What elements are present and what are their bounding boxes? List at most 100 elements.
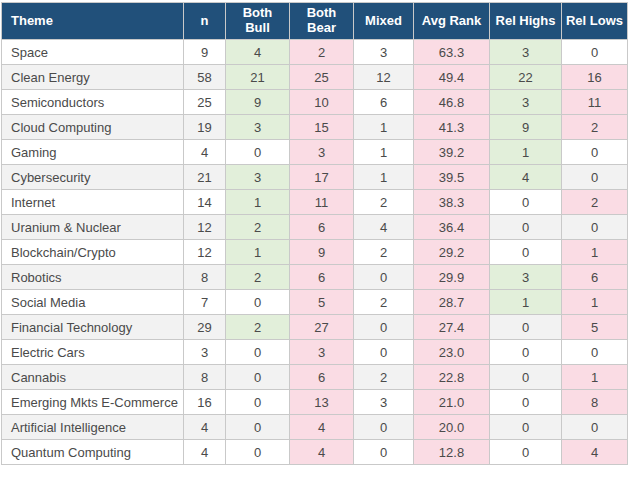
cell-mixed: 0 xyxy=(354,265,414,290)
cell-n: 9 xyxy=(184,40,226,65)
cell-n: 14 xyxy=(184,190,226,215)
cell-rel-highs: 3 xyxy=(490,40,562,65)
cell-theme: Financial Technology xyxy=(2,315,184,340)
table-row: Clean Energy5821251249.42216 xyxy=(2,65,628,90)
cell-n: 8 xyxy=(184,265,226,290)
table-row: Artificial Intelligence404020.000 xyxy=(2,415,628,440)
cell-avg-rank: 36.4 xyxy=(414,215,490,240)
column-header-rel-highs: Rel Highs xyxy=(490,3,562,40)
cell-theme: Cloud Computing xyxy=(2,115,184,140)
cell-mixed: 2 xyxy=(354,190,414,215)
cell-rel-highs: 1 xyxy=(490,290,562,315)
cell-avg-rank: 29.2 xyxy=(414,240,490,265)
cell-theme: Cannabis xyxy=(2,365,184,390)
cell-rel-lows: 8 xyxy=(562,390,628,415)
cell-both-bull: 2 xyxy=(226,215,290,240)
cell-avg-rank: 21.0 xyxy=(414,390,490,415)
cell-both-bear: 9 xyxy=(290,240,354,265)
table-row: Financial Technology29227027.405 xyxy=(2,315,628,340)
table-row: Cybersecurity21317139.540 xyxy=(2,165,628,190)
theme-stats-table-container: ThemenBoth BullBoth BearMixedAvg RankRel… xyxy=(0,0,628,488)
cell-mixed: 3 xyxy=(354,40,414,65)
cell-both-bear: 6 xyxy=(290,365,354,390)
cell-theme: Social Media xyxy=(2,290,184,315)
cell-theme: Internet xyxy=(2,190,184,215)
cell-avg-rank: 39.2 xyxy=(414,140,490,165)
cell-rel-lows: 16 xyxy=(562,65,628,90)
cell-theme: Blockchain/Crypto xyxy=(2,240,184,265)
cell-both-bear: 4 xyxy=(290,440,354,465)
table-row: Gaming403139.210 xyxy=(2,140,628,165)
cell-both-bear: 3 xyxy=(290,140,354,165)
table-row: Cannabis806222.801 xyxy=(2,365,628,390)
cell-both-bull: 1 xyxy=(226,190,290,215)
column-header-both-bear: Both Bear xyxy=(290,3,354,40)
cell-n: 4 xyxy=(184,415,226,440)
cell-rel-lows: 0 xyxy=(562,40,628,65)
cell-n: 7 xyxy=(184,290,226,315)
cell-n: 25 xyxy=(184,90,226,115)
cell-avg-rank: 41.3 xyxy=(414,115,490,140)
cell-theme: Cybersecurity xyxy=(2,165,184,190)
cell-rel-lows: 0 xyxy=(562,165,628,190)
cell-theme: Electric Cars xyxy=(2,340,184,365)
cell-theme: Gaming xyxy=(2,140,184,165)
cell-mixed: 1 xyxy=(354,115,414,140)
table-row: Uranium & Nuclear1226436.400 xyxy=(2,215,628,240)
cell-rel-lows: 6 xyxy=(562,265,628,290)
cell-both-bear: 13 xyxy=(290,390,354,415)
table-row: Emerging Mkts E-Commerce16013321.008 xyxy=(2,390,628,415)
cell-both-bull: 4 xyxy=(226,40,290,65)
cell-rel-lows: 0 xyxy=(562,215,628,240)
cell-both-bear: 2 xyxy=(290,40,354,65)
cell-mixed: 2 xyxy=(354,240,414,265)
cell-rel-lows: 1 xyxy=(562,365,628,390)
cell-rel-highs: 0 xyxy=(490,365,562,390)
cell-avg-rank: 63.3 xyxy=(414,40,490,65)
cell-both-bull: 3 xyxy=(226,165,290,190)
cell-rel-highs: 4 xyxy=(490,165,562,190)
cell-rel-highs: 1 xyxy=(490,140,562,165)
cell-theme: Uranium & Nuclear xyxy=(2,215,184,240)
cell-both-bull: 0 xyxy=(226,365,290,390)
table-row: Robotics826029.936 xyxy=(2,265,628,290)
cell-mixed: 1 xyxy=(354,140,414,165)
cell-rel-lows: 0 xyxy=(562,340,628,365)
cell-avg-rank: 28.7 xyxy=(414,290,490,315)
table-body: Space942363.330Clean Energy5821251249.42… xyxy=(2,40,628,465)
cell-mixed: 6 xyxy=(354,90,414,115)
column-header-theme: Theme xyxy=(2,3,184,40)
cell-rel-highs: 3 xyxy=(490,265,562,290)
cell-both-bull: 0 xyxy=(226,415,290,440)
cell-rel-highs: 0 xyxy=(490,215,562,240)
cell-avg-rank: 38.3 xyxy=(414,190,490,215)
cell-avg-rank: 46.8 xyxy=(414,90,490,115)
cell-both-bull: 2 xyxy=(226,315,290,340)
cell-n: 21 xyxy=(184,165,226,190)
table-row: Semiconductors25910646.8311 xyxy=(2,90,628,115)
cell-both-bear: 4 xyxy=(290,415,354,440)
cell-both-bear: 27 xyxy=(290,315,354,340)
table-row: Blockchain/Crypto1219229.201 xyxy=(2,240,628,265)
column-header-rel-lows: Rel Lows xyxy=(562,3,628,40)
cell-mixed: 12 xyxy=(354,65,414,90)
cell-rel-highs: 9 xyxy=(490,115,562,140)
cell-both-bear: 17 xyxy=(290,165,354,190)
cell-avg-rank: 27.4 xyxy=(414,315,490,340)
cell-rel-lows: 4 xyxy=(562,440,628,465)
cell-rel-lows: 2 xyxy=(562,115,628,140)
cell-mixed: 0 xyxy=(354,340,414,365)
cell-both-bear: 3 xyxy=(290,340,354,365)
cell-rel-lows: 2 xyxy=(562,190,628,215)
cell-rel-lows: 11 xyxy=(562,90,628,115)
cell-mixed: 3 xyxy=(354,390,414,415)
cell-mixed: 2 xyxy=(354,290,414,315)
cell-theme: Quantum Computing xyxy=(2,440,184,465)
cell-both-bear: 6 xyxy=(290,265,354,290)
cell-n: 12 xyxy=(184,240,226,265)
cell-rel-lows: 1 xyxy=(562,240,628,265)
cell-both-bear: 6 xyxy=(290,215,354,240)
cell-both-bear: 10 xyxy=(290,90,354,115)
cell-avg-rank: 49.4 xyxy=(414,65,490,90)
cell-both-bull: 2 xyxy=(226,265,290,290)
